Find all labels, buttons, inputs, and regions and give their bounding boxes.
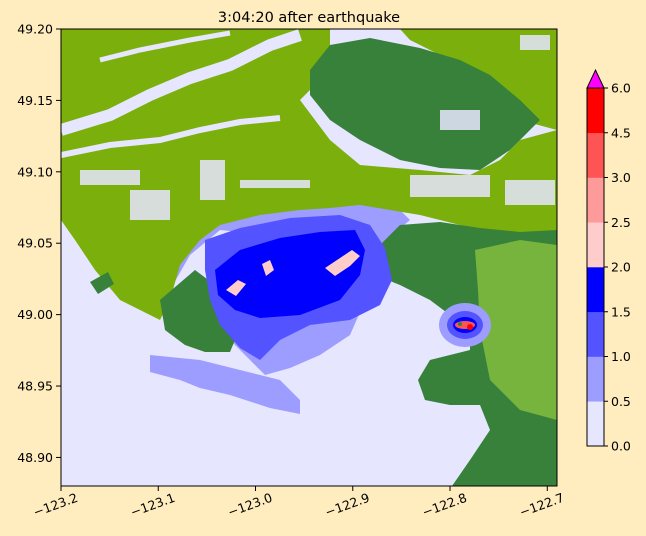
y-tick-label: 49.00 bbox=[17, 307, 53, 322]
colorbar-segment bbox=[587, 311, 604, 357]
colorbar-segment bbox=[587, 401, 604, 447]
y-tick-label: 48.95 bbox=[17, 379, 53, 394]
river-channel-south bbox=[61, 115, 281, 158]
river-channel-north bbox=[99, 30, 231, 63]
colorbar-segment bbox=[587, 177, 604, 223]
highland-slopes bbox=[475, 240, 557, 420]
y-tick-label: 49.20 bbox=[17, 22, 53, 37]
peak-inundation-patch-2 bbox=[226, 280, 246, 296]
chart-title: 3:04:20 after earthquake bbox=[218, 10, 400, 26]
upland-north-hills bbox=[310, 38, 540, 170]
colorbar-tick-label: 1.5 bbox=[611, 304, 631, 319]
y-tick-label: 49.15 bbox=[17, 93, 53, 108]
urban-speckle bbox=[80, 35, 555, 220]
x-tick-label: −122.8 bbox=[420, 490, 469, 520]
shallow-water-plume bbox=[150, 355, 300, 414]
colorbar-segment bbox=[587, 267, 604, 313]
colorbar-segment bbox=[587, 132, 604, 178]
y-axis: 48.90 48.95 49.00 49.05 49.10 49.15 49.20 bbox=[17, 22, 61, 465]
colorbar-tick-label: 4.5 bbox=[611, 125, 631, 140]
colorbar-segment bbox=[587, 88, 604, 134]
colorbar-tick-label: 0.0 bbox=[611, 439, 631, 454]
x-tick-label: −123.1 bbox=[128, 490, 177, 520]
colorbar-tick-label: 2.5 bbox=[611, 215, 631, 230]
upland-island bbox=[90, 272, 114, 294]
y-tick-label: 48.90 bbox=[17, 450, 53, 465]
x-tick-label: −122.9 bbox=[323, 490, 372, 520]
colorbar-segment bbox=[587, 356, 604, 402]
plot-frame bbox=[60, 28, 558, 487]
colorbar-tick-label: 1.0 bbox=[611, 349, 631, 364]
y-tick-label: 49.05 bbox=[17, 236, 53, 251]
colorbar-tick-label: 6.0 bbox=[611, 81, 631, 96]
peak-inundation-patch-3 bbox=[262, 260, 274, 276]
lowland-delta bbox=[61, 29, 557, 320]
local-wave-source bbox=[439, 303, 491, 347]
x-tick-label: −123.2 bbox=[31, 490, 80, 520]
high-inundation-zone bbox=[215, 230, 365, 318]
map-plot-area bbox=[61, 29, 557, 486]
colorbar-tick-label: 3.0 bbox=[611, 170, 631, 185]
colorbar-tick-label: 0.5 bbox=[611, 394, 631, 409]
shallow-water-south bbox=[230, 312, 360, 375]
colorbar: 0.0 0.5 1.0 1.5 2.0 2.5 3.0 4.5 6.0 bbox=[586, 68, 631, 454]
x-tick-label: −122.7 bbox=[517, 490, 566, 520]
colorbar-segment bbox=[587, 222, 604, 268]
peak-inundation-patch bbox=[325, 250, 360, 276]
colorbar-extend-arrow bbox=[586, 68, 605, 89]
y-tick-label: 49.10 bbox=[17, 164, 53, 179]
colorbar-tick-label: 2.0 bbox=[611, 260, 631, 275]
x-axis: −123.2 −123.1 −123.0 −122.9 −122.8 −122.7 bbox=[31, 486, 566, 520]
x-tick-label: −123.0 bbox=[226, 490, 275, 520]
river-channel-main bbox=[61, 29, 302, 136]
